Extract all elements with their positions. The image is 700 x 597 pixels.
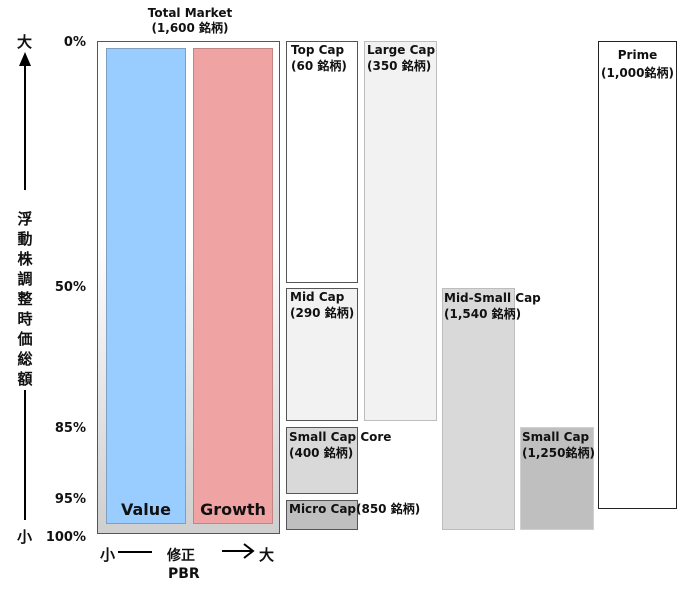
- y-axis-title-char: 額: [17, 370, 33, 388]
- value-bar: [106, 48, 186, 524]
- micro-cap-name: Micro Cap(850 銘柄): [289, 502, 421, 516]
- y-tick-100: 100%: [45, 530, 86, 545]
- y-axis-title-char: 株: [17, 250, 33, 268]
- y-axis-title-char: 価: [17, 330, 33, 348]
- top-cap-name: Top Cap: [291, 43, 345, 57]
- small-cap-count: (1,250銘柄): [522, 446, 595, 460]
- y-axis-top-label: 大: [17, 33, 33, 51]
- total-market-title: Total Market: [147, 6, 233, 20]
- small-cap-core-count: (400 銘柄): [289, 446, 354, 460]
- y-axis-bottom-label: 小: [17, 528, 33, 546]
- top-cap-box: [286, 41, 358, 283]
- x-axis-center-label: 修正: [167, 548, 195, 564]
- y-axis-title-char: 浮: [17, 210, 33, 228]
- y-axis-title-char: 整: [17, 290, 33, 308]
- prime-box: [598, 41, 677, 509]
- x-axis-right-label: 大: [259, 546, 275, 564]
- y-axis-arrow: [19, 52, 31, 190]
- top-cap-count: (60 銘柄): [291, 59, 347, 73]
- mid-cap-name: Mid Cap: [290, 290, 345, 304]
- y-tick-50: 50%: [54, 280, 86, 295]
- mid-small-cap-count: (1,540 銘柄): [444, 307, 522, 321]
- small-cap-name: Small Cap: [522, 430, 590, 444]
- y-tick-95: 95%: [54, 492, 86, 507]
- small-cap-core-box: [286, 427, 358, 494]
- y-axis-title-char: 時: [17, 310, 33, 328]
- y-axis-arrowhead: [19, 52, 31, 66]
- y-tick-0: 0%: [63, 35, 86, 50]
- growth-label: Growth: [200, 500, 266, 519]
- small-cap-box: [520, 427, 594, 530]
- x-axis-arrow: [222, 543, 255, 559]
- y-axis-lower-line: [24, 390, 26, 520]
- mid-cap-count: (290 銘柄): [290, 306, 355, 320]
- total-market-count: (1,600 銘柄): [151, 21, 229, 35]
- x-axis-left-line: [118, 551, 152, 553]
- mid-small-cap-name: Mid-Small Cap: [444, 291, 541, 305]
- prime-name: Prime: [617, 48, 658, 62]
- x-axis-title: PBR: [168, 566, 200, 582]
- large-cap-name: Large Cap: [367, 43, 436, 57]
- growth-bar: [193, 48, 273, 524]
- micro-cap-box: [286, 500, 358, 530]
- y-axis-title: 浮 動 株 調 整 時 価 総 額: [15, 209, 35, 389]
- x-axis-left-label: 小: [100, 546, 116, 564]
- y-tick-85: 85%: [54, 421, 86, 436]
- y-axis-title-char: 総: [17, 350, 33, 368]
- y-axis-title-char: 動: [17, 230, 33, 248]
- mid-small-cap-box: [442, 288, 515, 530]
- mid-cap-box: [286, 288, 358, 421]
- large-cap-box: [364, 41, 437, 421]
- prime-count: (1,000銘柄): [601, 66, 674, 80]
- value-label: Value: [120, 500, 172, 519]
- small-cap-core-name: Small Cap Core: [289, 430, 392, 444]
- y-axis-title-char: 調: [17, 270, 33, 288]
- large-cap-count: (350 銘柄): [367, 59, 432, 73]
